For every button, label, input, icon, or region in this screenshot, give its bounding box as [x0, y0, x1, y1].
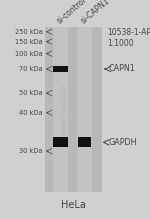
Text: HeLa: HeLa: [61, 200, 86, 210]
Bar: [45, 27, 102, 192]
Bar: [77, 27, 92, 192]
Bar: [78, 138, 92, 147]
Text: 10538-1-AP
1:1000: 10538-1-AP 1:1000: [107, 28, 150, 48]
Text: 250 kDa: 250 kDa: [15, 29, 43, 35]
Text: 100 kDa: 100 kDa: [15, 51, 43, 57]
Bar: [53, 27, 68, 192]
Text: 40 kDa: 40 kDa: [19, 110, 43, 116]
Text: GAPDH: GAPDH: [109, 138, 137, 147]
Text: 70 kDa: 70 kDa: [19, 66, 43, 72]
Text: CAPN1: CAPN1: [109, 64, 135, 74]
Text: 150 kDa: 150 kDa: [15, 39, 43, 45]
Text: 50 kDa: 50 kDa: [19, 90, 43, 96]
Bar: [53, 66, 68, 72]
Bar: [53, 138, 68, 147]
Text: 30 kDa: 30 kDa: [19, 148, 43, 154]
Text: si-control: si-control: [55, 0, 88, 25]
Text: WWW.PTGAE.COM: WWW.PTGAE.COM: [62, 85, 67, 134]
Text: si-CAPN1: si-CAPN1: [79, 0, 111, 25]
